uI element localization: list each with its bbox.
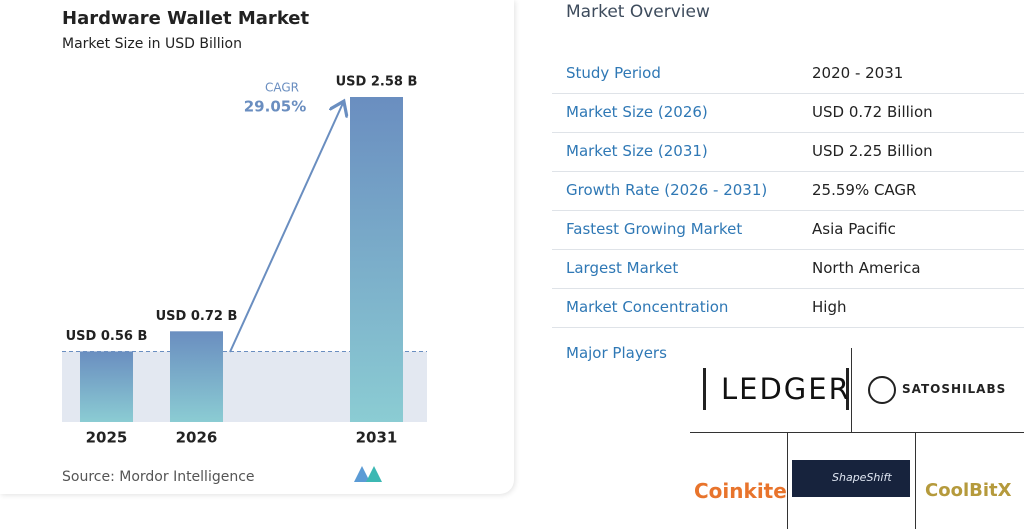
row-value: USD 2.25 Billion [812,142,933,160]
value-label: USD 2.58 B [336,75,418,90]
overview-row: Fastest Growing Market Asia Pacific [552,210,1024,250]
x-tick-label: 2026 [176,429,218,447]
row-value: USD 0.72 Billion [812,103,933,121]
overview-row: Market Size (2031) USD 2.25 Billion [552,132,1024,172]
row-label: Market Concentration [566,298,729,316]
row-value: High [812,298,847,316]
overview-row: Market Size (2026) USD 0.72 Billion [552,93,1024,133]
overview-title: Market Overview [566,2,710,22]
row-label: Largest Market [566,259,679,277]
cagr-value: 29.05% [244,98,306,116]
player-logo: Coinkite [694,479,787,503]
row-label: Market Size (2031) [566,142,708,160]
player-logo: ShapeShift [832,471,892,484]
row-value: 2020 - 2031 [812,64,904,82]
player-logo: SATOSHILABS [902,382,1007,396]
row-label: Study Period [566,64,661,82]
row-label: Fastest Growing Market [566,220,743,238]
bar [170,331,223,422]
value-label: USD 0.56 B [66,329,148,344]
row-label: Growth Rate (2026 - 2031) [566,181,768,199]
x-tick-label: 2031 [356,429,398,447]
chart-subtitle: Market Size in USD Billion [62,36,242,52]
row-value: Asia Pacific [812,220,896,238]
cagr-label: CAGR [265,81,299,95]
players-label: Major Players [566,344,667,362]
source: Source: Mordor Intelligence [62,469,255,485]
overview-row: Growth Rate (2026 - 2031) 25.59% CAGR [552,171,1024,211]
x-tick-label: 2025 [86,429,128,447]
cagr-arrow [229,103,343,353]
bar [80,351,133,422]
chart-title: Hardware Wallet Market [62,8,310,29]
overview-row: Largest Market North America [552,249,1024,289]
overview-row: Study Period 2020 - 2031 [552,54,1024,94]
row-value: 25.59% CAGR [812,181,917,199]
bar [350,97,403,422]
player-logo: CoolBitX [925,480,1012,501]
row-value: North America [812,259,921,277]
value-label: USD 0.72 B [156,309,238,324]
overview-row: Market Concentration High [552,288,1024,328]
row-label: Market Size (2026) [566,103,708,121]
logo [354,466,382,482]
chart: Hardware Wallet Market Market Size in US… [62,8,427,485]
player-logo: LEDGER [721,372,851,406]
